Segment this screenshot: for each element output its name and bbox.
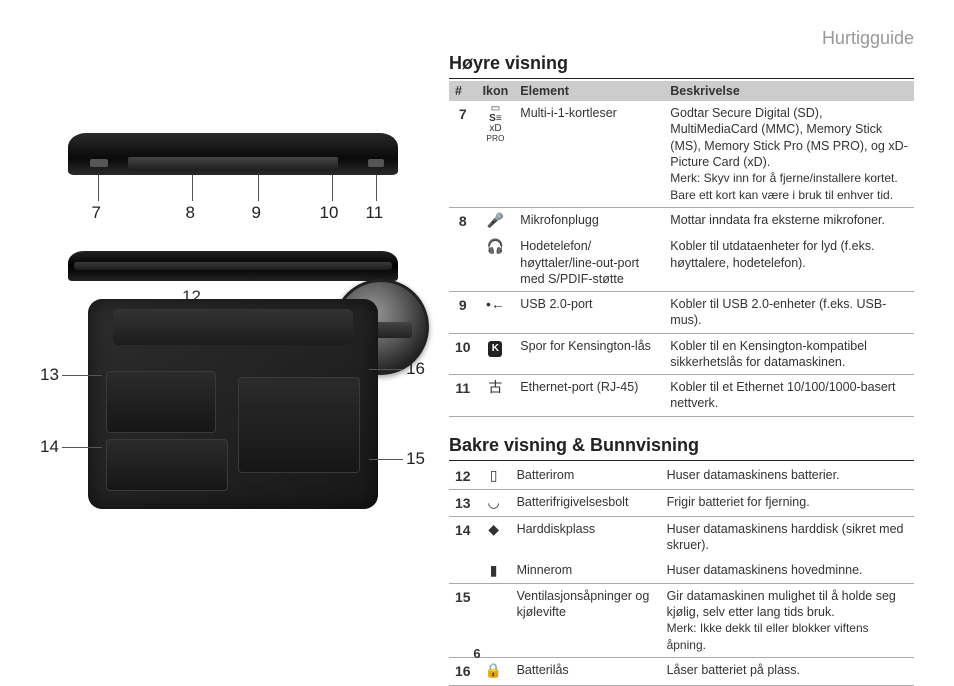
row-num: 14 <box>449 517 477 558</box>
row-num: 11 <box>449 375 477 417</box>
card-reader-icon: ▭S≡xD PRO <box>483 104 509 144</box>
row-element: Ventilasjonsåpninger og kjølevifte <box>511 583 661 658</box>
rear-bottom-table: 12 ▯ Batterirom Huser datamaskinens batt… <box>449 463 914 686</box>
page-number: 6 <box>473 646 480 661</box>
callout-16: 16 <box>406 359 425 379</box>
ethernet-icon: 古 <box>477 375 515 417</box>
callout-11: 11 <box>366 203 384 223</box>
memory-icon: ▮ <box>477 558 511 584</box>
row-desc: Mottar inndata fra eksterne mikrofoner. <box>664 208 914 235</box>
row-num: 8 <box>449 208 477 235</box>
laptop-side-view <box>68 133 398 175</box>
row-element: Batterilås <box>511 658 661 685</box>
callout-8: 8 <box>186 203 195 223</box>
row-desc: Huser datamaskinens harddisk (sikret med… <box>661 517 914 558</box>
side-view-figure: 7 8 9 10 11 <box>40 133 425 227</box>
row-element: Mikrofonplugg <box>514 208 664 235</box>
table-row: 7 ▭S≡xD PRO Multi-i-1-kortleser Godtar S… <box>449 101 914 208</box>
callout-15: 15 <box>406 449 425 469</box>
row-element: Hodetelefon/ høyttaler/line-out-port med… <box>514 234 664 291</box>
table-row: 13 ◡ Batterifrigivelsesbolt Frigir batte… <box>449 489 914 516</box>
hdd-icon: ◆ <box>477 517 511 558</box>
side-callouts: 7 8 9 10 11 <box>68 175 398 227</box>
right-view-table: # Ikon Element Beskrivelse 7 ▭S≡xD PRO M… <box>449 81 914 417</box>
row-num <box>449 558 477 584</box>
bottom-view-figure: 12 13 14 16 15 <box>40 299 425 509</box>
row-num: 7 <box>449 101 477 208</box>
usb-icon: •← <box>477 292 515 334</box>
row-element: USB 2.0-port <box>514 292 664 334</box>
row-num: 9 <box>449 292 477 334</box>
callout-14: 14 <box>40 437 59 457</box>
table-row: 16 🔒 Batterilås Låser batteriet på plass… <box>449 658 914 685</box>
col-element: Element <box>514 81 664 101</box>
section-rule <box>449 460 914 461</box>
row-num: 13 <box>449 489 477 516</box>
lock-icon: 🔒 <box>477 658 511 685</box>
right-view-heading: Høyre visning <box>449 53 914 74</box>
table-header-row: # Ikon Element Beskrivelse <box>449 81 914 101</box>
row-desc: Huser datamaskinens hovedminne. <box>661 558 914 584</box>
table-row: 10 K Spor for Kensington-lås Kobler til … <box>449 333 914 375</box>
row-num: 16 <box>449 658 477 685</box>
battery-icon: ▯ <box>477 463 511 490</box>
col-num: # <box>449 81 477 101</box>
microphone-icon: 🎤 <box>477 208 515 235</box>
row-element: Minnerom <box>511 558 661 584</box>
kensington-lock-icon: K <box>477 333 515 375</box>
table-row: 8 🎤 Mikrofonplugg Mottar inndata fra eks… <box>449 208 914 235</box>
col-desc: Beskrivelse <box>664 81 914 101</box>
table-row: 9 •← USB 2.0-port Kobler til USB 2.0-enh… <box>449 292 914 334</box>
row-desc: Kobler til utdataenheter for lyd (f.eks.… <box>664 234 914 291</box>
headphone-icon: 🎧 <box>477 234 515 291</box>
row-element: Batterirom <box>511 463 661 490</box>
row-num: 10 <box>449 333 477 375</box>
rear-bottom-heading: Bakre visning & Bunnvisning <box>449 435 914 456</box>
row-element: Spor for Kensington-lås <box>514 333 664 375</box>
row-desc: Godtar Secure Digital (SD), MultiMediaCa… <box>664 101 914 208</box>
table-row: 14 ◆ Harddiskplass Huser datamaskinens h… <box>449 517 914 558</box>
callout-13: 13 <box>40 365 59 385</box>
row-element: Ethernet-port (RJ-45) <box>514 375 664 417</box>
callout-7: 7 <box>92 203 101 223</box>
col-icon: Ikon <box>477 81 515 101</box>
row-desc: Kobler til en Kensington-kompatibel sikk… <box>664 333 914 375</box>
row-element: Harddiskplass <box>511 517 661 558</box>
diagram-column: 7 8 9 10 11 12 13 14 16 <box>40 53 425 686</box>
table-row: 🎧 Hodetelefon/ høyttaler/line-out-port m… <box>449 234 914 291</box>
row-desc: Kobler til et Ethernet 10/100/1000-baser… <box>664 375 914 417</box>
ventilation-icon <box>477 583 511 658</box>
text-column: Høyre visning # Ikon Element Beskrivelse… <box>449 53 914 686</box>
row-element: Multi-i-1-kortleser <box>514 101 664 208</box>
table-row: 12 ▯ Batterirom Huser datamaskinens batt… <box>449 463 914 490</box>
row-desc: Kobler til USB 2.0-enheter (f.eks. USB-m… <box>664 292 914 334</box>
table-row: 15 Ventilasjonsåpninger og kjølevifte Gi… <box>449 583 914 658</box>
callout-10: 10 <box>320 203 339 223</box>
laptop-bottom-view <box>88 299 378 509</box>
row-num: 12 <box>449 463 477 490</box>
row-num <box>449 234 477 291</box>
section-rule <box>449 78 914 79</box>
laptop-rear-view <box>68 251 398 281</box>
row-desc: Gir datamaskinen mulighet til å holde se… <box>661 583 914 658</box>
callout-9: 9 <box>252 203 261 223</box>
row-element: Batterifrigivelsesbolt <box>511 489 661 516</box>
row-desc: Låser batteriet på plass. <box>661 658 914 685</box>
row-desc: Frigir batteriet for fjerning. <box>661 489 914 516</box>
table-row: ▮ Minnerom Huser datamaskinens hovedminn… <box>449 558 914 584</box>
release-latch-icon: ◡ <box>477 489 511 516</box>
guide-label: Hurtigguide <box>40 28 914 49</box>
row-desc: Huser datamaskinens batterier. <box>661 463 914 490</box>
table-row: 11 古 Ethernet-port (RJ-45) Kobler til et… <box>449 375 914 417</box>
